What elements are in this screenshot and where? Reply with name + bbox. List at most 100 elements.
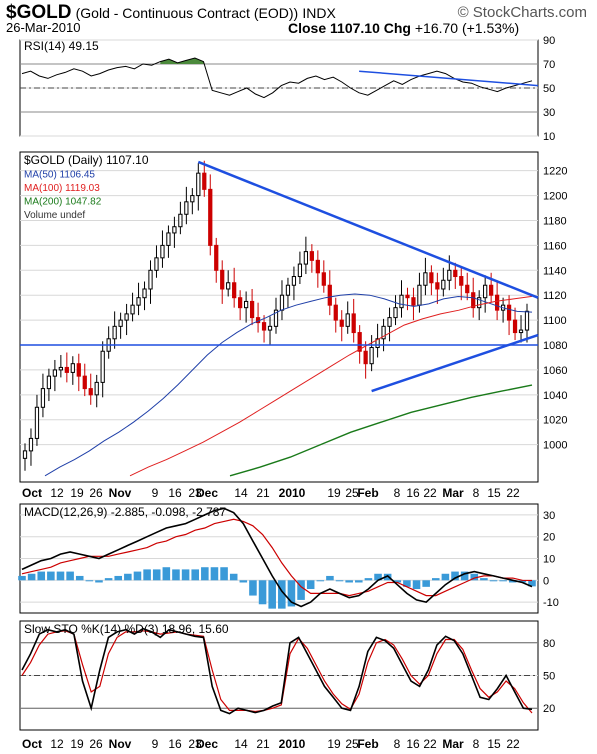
macd-histogram-bar xyxy=(220,567,228,581)
macd-histogram-bar xyxy=(104,578,113,581)
x-tick-label: 19 xyxy=(70,486,84,500)
candle-body xyxy=(226,282,231,290)
macd-histogram-bar xyxy=(287,580,296,607)
candle-body xyxy=(202,172,207,190)
macd-histogram-bar xyxy=(75,575,84,581)
macd-histogram-bar xyxy=(37,571,46,581)
candle-body xyxy=(261,322,267,331)
x-tick-label: 23 xyxy=(188,486,202,500)
x-tick-label: Nov xyxy=(109,486,132,500)
x-tick-label: 8 xyxy=(473,486,480,500)
x-tick-label: 14 xyxy=(234,486,248,500)
candle-body xyxy=(489,284,494,296)
x-tick-label: Mar xyxy=(442,737,464,751)
ma200-line xyxy=(229,384,533,477)
candle-body xyxy=(136,297,141,306)
macd-histogram-bar xyxy=(441,573,450,581)
candle-body xyxy=(327,284,332,306)
macd-histogram-bar xyxy=(56,571,65,581)
rsi-panel-tick-label: 90 xyxy=(543,35,555,47)
macd-histogram-bar xyxy=(470,573,479,581)
candle-body xyxy=(249,300,255,319)
candle-body xyxy=(351,313,356,334)
candle-body xyxy=(154,257,159,271)
candle-body xyxy=(512,319,518,334)
candle-body xyxy=(82,375,87,390)
x-tick-label: 16 xyxy=(168,486,182,500)
candle-body xyxy=(453,269,458,278)
x-tick-label: 19 xyxy=(70,737,84,751)
sto-d-line xyxy=(21,630,533,714)
candle-body xyxy=(297,263,303,278)
chart-title: $GOLD (Gold - Continuous Contract (EOD))… xyxy=(6,2,336,24)
macd-histogram-bar xyxy=(364,578,373,581)
candle-body xyxy=(375,338,380,349)
x-tick-label: 21 xyxy=(256,737,270,751)
candle-body xyxy=(291,276,297,286)
macd-histogram-bar xyxy=(210,567,219,581)
candle-body xyxy=(267,325,273,331)
x-tick-label: 8 xyxy=(473,737,480,751)
x-tick-label: 19 xyxy=(327,486,341,500)
candle-body xyxy=(381,325,386,340)
macd-histogram-bar xyxy=(133,571,142,581)
candle-body xyxy=(52,369,58,377)
macd-histogram-bar xyxy=(335,580,344,582)
candle-body xyxy=(118,319,123,327)
macd-histogram-bar xyxy=(162,567,171,581)
x-tick-label: 23 xyxy=(188,737,202,751)
candle-body xyxy=(423,272,428,286)
x-tick-label: 14 xyxy=(234,737,248,751)
macd-histogram-bar xyxy=(528,580,536,587)
candle-body xyxy=(190,195,195,203)
price-panel-tick-label: 1020 xyxy=(543,415,567,427)
macd-line xyxy=(21,507,533,608)
candle-body xyxy=(506,304,512,321)
close-label: Close xyxy=(288,20,327,36)
macd-histogram-bar xyxy=(239,580,248,583)
candle-body xyxy=(220,269,225,290)
candle-body xyxy=(172,226,177,234)
candle-body xyxy=(411,297,416,306)
macd-histogram-bar xyxy=(383,573,392,581)
candle-body xyxy=(477,297,482,309)
candle-body xyxy=(441,279,446,290)
x-tick-label: 22 xyxy=(506,737,520,751)
candle-body xyxy=(339,319,344,327)
macd-histogram-bar xyxy=(499,580,507,582)
x-tick-label: 16 xyxy=(406,486,420,500)
macd-histogram-bar xyxy=(191,569,199,581)
chg-value: +16.70 (+1.53%) xyxy=(414,20,520,36)
price-panel-frame xyxy=(19,151,539,483)
candle-body xyxy=(417,284,422,306)
sto-legend: Slow STO %K(14) %D(3) 18.96, 15.60 xyxy=(24,622,229,636)
macd-histogram-bar xyxy=(393,580,402,583)
candle-body xyxy=(130,304,135,315)
rsi-overbought-fill xyxy=(160,58,204,64)
candle-body xyxy=(88,388,93,396)
x-tick-label: Dec xyxy=(196,486,218,500)
stockcharts-logo: © StockCharts.com xyxy=(457,4,587,21)
candle-body xyxy=(315,259,320,274)
macd-panel-tick-label: 30 xyxy=(543,510,555,522)
x-tick-label: Feb xyxy=(357,737,378,751)
candle-body xyxy=(112,325,117,340)
x-tick-label: 21 xyxy=(256,486,270,500)
candle-body xyxy=(459,276,464,286)
exchange: INDX xyxy=(302,5,336,21)
rsi-panel-tick-label: 50 xyxy=(543,83,555,95)
x-tick-label: 12 xyxy=(50,486,64,500)
x-tick-label: 16 xyxy=(406,737,420,751)
x-tick-label: 8 xyxy=(394,486,401,500)
x-tick-label: 9 xyxy=(152,737,159,751)
macd-legend: MACD(12,26,9) -2.885, -0.098, -2.787 xyxy=(24,505,226,519)
candle-body xyxy=(124,313,129,321)
candle-body xyxy=(58,366,63,371)
candle-body xyxy=(166,232,171,246)
candle-body xyxy=(494,294,500,311)
macd-histogram-bar xyxy=(489,580,498,582)
price-panel-tick-label: 1200 xyxy=(543,191,567,203)
candle-body xyxy=(303,251,309,265)
price-panel-tick-label: 1100 xyxy=(543,315,567,327)
candle-body xyxy=(279,294,285,311)
